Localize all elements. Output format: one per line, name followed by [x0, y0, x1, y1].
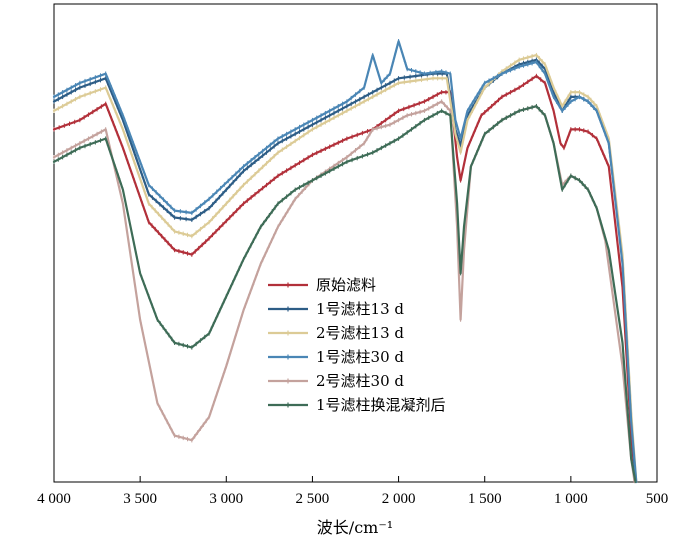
x-tick-label: 500 [646, 491, 669, 507]
legend-item: 1号滤柱换混凝剂后 [268, 396, 446, 414]
series-layer [52, 39, 638, 484]
plot-frame [53, 3, 658, 483]
legend-label: 原始滤料 [316, 276, 376, 294]
legend-item: 2号滤柱30 d [268, 372, 404, 390]
series-2 [52, 57, 637, 484]
x-tick-label: 4 000 [37, 491, 71, 507]
x-tick-label: 3 500 [123, 491, 157, 507]
series-4 [52, 39, 638, 484]
legend-label: 1号滤柱13 d [316, 300, 404, 318]
x-tick-label: 1 000 [554, 491, 588, 507]
legend-label: 2号滤柱30 d [316, 372, 404, 390]
x-tick-label: 2 000 [382, 491, 416, 507]
legend-item: 1号滤柱30 d [268, 348, 404, 366]
x-tick-label: 2 500 [296, 491, 330, 507]
legend: 原始滤料 1号滤柱13 d 2号滤柱13 d 1号滤柱30 d 2号滤柱30 d 1号滤柱… [268, 276, 446, 414]
legend-item: 原始滤料 [268, 276, 376, 294]
x-axis: 4 000 3 500 3 000 2 500 2 000 1 500 1 000 500 [37, 476, 668, 507]
series-6 [52, 103, 637, 484]
legend-item: 2号滤柱13 d [268, 324, 404, 342]
legend-label: 1号滤柱换混凝剂后 [316, 396, 446, 414]
x-tick-label: 3 000 [209, 491, 243, 507]
series-3 [52, 52, 638, 484]
x-tick-label: 1 500 [468, 491, 502, 507]
x-axis-title: 波长/cm⁻¹ [317, 518, 393, 537]
legend-label: 1号滤柱30 d [316, 348, 404, 366]
legend-item: 1号滤柱13 d [268, 300, 404, 318]
series-line [52, 54, 638, 484]
series-line [52, 74, 636, 484]
legend-label: 2号滤柱13 d [316, 324, 404, 342]
